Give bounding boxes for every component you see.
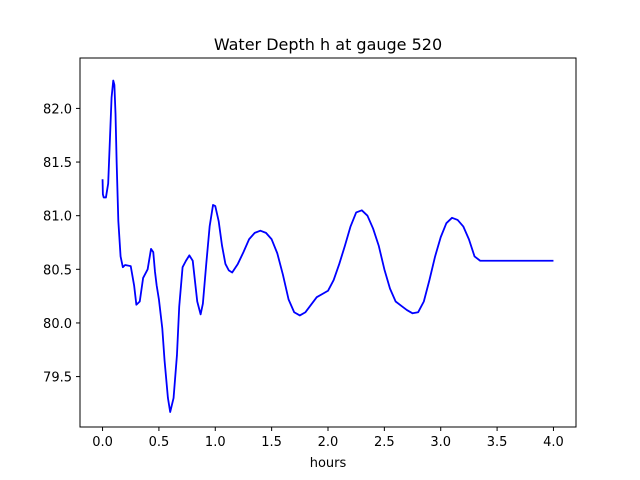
- y-tick-label: 81.5: [43, 156, 72, 171]
- y-axis-ticks: 79.5 80.0 80.5 81.0 81.5 82.0: [43, 102, 80, 386]
- y-tick-label: 79.5: [43, 371, 72, 386]
- chart-title: Water Depth h at gauge 520: [214, 35, 442, 54]
- x-tick-label: 0.0: [92, 435, 113, 450]
- x-axis-label: hours: [310, 456, 347, 471]
- y-tick-label: 81.0: [43, 210, 72, 225]
- x-tick-label: 2.0: [318, 435, 339, 450]
- axes-frame: [79, 57, 577, 428]
- x-tick-label: 4.0: [543, 435, 564, 450]
- x-tick-label: 3.5: [487, 435, 508, 450]
- y-tick-label: 82.0: [43, 102, 72, 117]
- x-tick-label: 0.5: [149, 435, 170, 450]
- x-tick-label: 1.0: [205, 435, 226, 450]
- x-tick-label: 2.5: [374, 435, 395, 450]
- series-line-0: [101, 79, 554, 413]
- y-tick-label: 80.5: [43, 263, 72, 278]
- x-axis-ticks: 0.0 0.5 1.0 1.5 2.0 2.5 3.0 3.5 4.0: [92, 427, 564, 450]
- plot-area: [101, 79, 554, 413]
- x-tick-label: 1.5: [261, 435, 282, 450]
- y-tick-label: 80.0: [43, 317, 72, 332]
- x-tick-label: 3.0: [430, 435, 451, 450]
